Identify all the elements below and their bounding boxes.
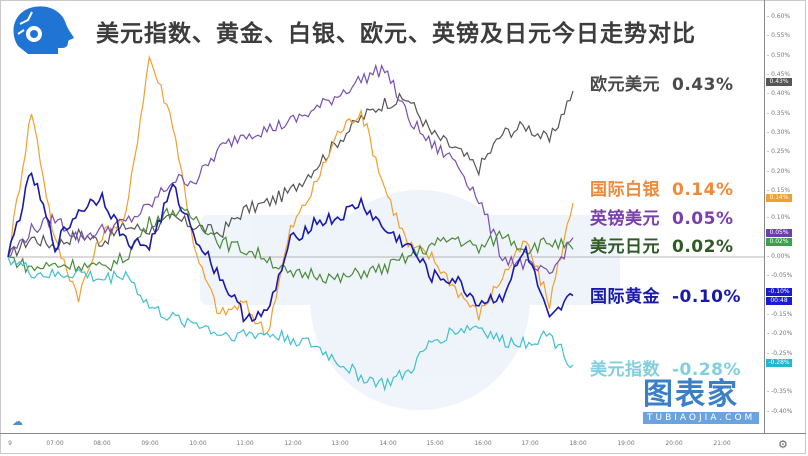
series-label: 国际白银 0.14% [590,175,733,200]
y-tick-label: - 0.15% [767,187,791,194]
x-tick-label: 20:00 [665,440,683,447]
series-label: 美元日元 0.02% [590,232,733,257]
series-label-name: 欧元美元 [590,75,660,95]
brand-watermark: 图表家 TUBIAOJIA.COM [643,380,759,424]
series-label-value: 0.05% [672,209,734,229]
center-watermark [200,190,620,410]
series-label: 国际黄金 -0.10% [590,282,741,307]
series-line [7,54,574,336]
y-tick-label: - -0.40% [767,408,793,415]
x-tick-label: 16:00 [474,440,492,447]
watermark-main: 图表家 [643,377,739,412]
y-axis-line [764,0,765,433]
series-label-value: 0.14% [672,180,734,200]
y-tick-label: - -0.05% [767,272,793,279]
watermark-sub: TUBIAOJIA.COM [643,412,759,424]
y-tick-label: - 0.35% [767,110,791,117]
x-tick-label: 14:00 [379,440,397,447]
y-tick-label: - 0.00% [767,253,791,260]
x-tick-label: 12:00 [284,440,302,447]
series-line [7,63,574,275]
y-tick-label: - 0.40% [767,90,791,97]
y-tick-label: - -0.15% [767,311,793,318]
series-lines [7,54,574,392]
x-tick-label: 15:00 [426,440,444,447]
y-price-badge: 00:48 [766,297,792,305]
series-label-value: -0.28% [672,360,742,380]
cloud-icon[interactable]: ☁ [12,415,23,428]
y-tick-label: - 0.10% [767,214,791,221]
series-line [7,90,574,258]
series-line [7,256,574,392]
y-tick-label: - 0.50% [767,52,791,59]
series-line [7,206,574,285]
y-tick-label: - -0.20% [767,330,793,337]
y-tick-label: - 0.30% [767,129,791,136]
series-label: 英镑美元 0.05% [590,204,733,229]
series-label-value: 0.43% [672,75,734,95]
y-tick-label: - 0.60% [767,13,791,20]
x-tick-label: 10:00 [189,440,207,447]
series-line [7,171,574,324]
series-label-name: 美元日元 [590,237,660,257]
y-tick-label: - 0.20% [767,168,791,175]
series-label: 美元指数 -0.28% [590,355,741,380]
robot-head-logo-icon [8,4,78,56]
y-tick-label: - -0.35% [767,388,793,395]
y-price-badge: -0.28% [766,359,792,367]
series-label-value: 0.02% [672,237,734,257]
y-tick-label: - 0.45% [767,71,791,78]
chart-title: 美元指数、黄金、白银、欧元、英镑及日元今日走势对比 [96,21,696,47]
y-price-badge: 0.43% [766,78,792,86]
x-tick-label: 13:00 [331,440,349,447]
x-tick-label: 19:00 [617,440,635,447]
y-price-badge: -0.10% [766,288,792,296]
x-tick-label: 09:00 [141,440,159,447]
x-tick-label: 9 [8,440,12,447]
series-label: 欧元美元 0.43% [590,70,733,95]
gear-icon[interactable]: ⚙ [778,438,788,451]
x-tick-label: 17:00 [521,440,539,447]
x-tick-label: 07:00 [46,440,64,447]
x-axis-line [0,433,806,434]
series-label-value: -0.10% [672,287,742,307]
y-tick-label: - 0.25% [767,148,791,155]
y-tick-label: - 0.55% [767,32,791,39]
y-price-badge: 0.05% [766,229,792,237]
x-tick-label: 08:00 [93,440,111,447]
y-price-badge: 0.14% [766,194,792,202]
x-tick-label: 21:00 [713,440,731,447]
x-tick-label: 11:00 [236,440,254,447]
series-label-name: 国际白银 [590,180,660,200]
y-tick-label: - -0.25% [767,350,793,357]
y-price-badge: 0.02% [766,238,792,246]
x-tick-label: 18:00 [569,440,587,447]
series-label-name: 英镑美元 [590,209,660,229]
series-label-name: 美元指数 [590,360,660,380]
series-label-name: 国际黄金 [590,287,660,307]
